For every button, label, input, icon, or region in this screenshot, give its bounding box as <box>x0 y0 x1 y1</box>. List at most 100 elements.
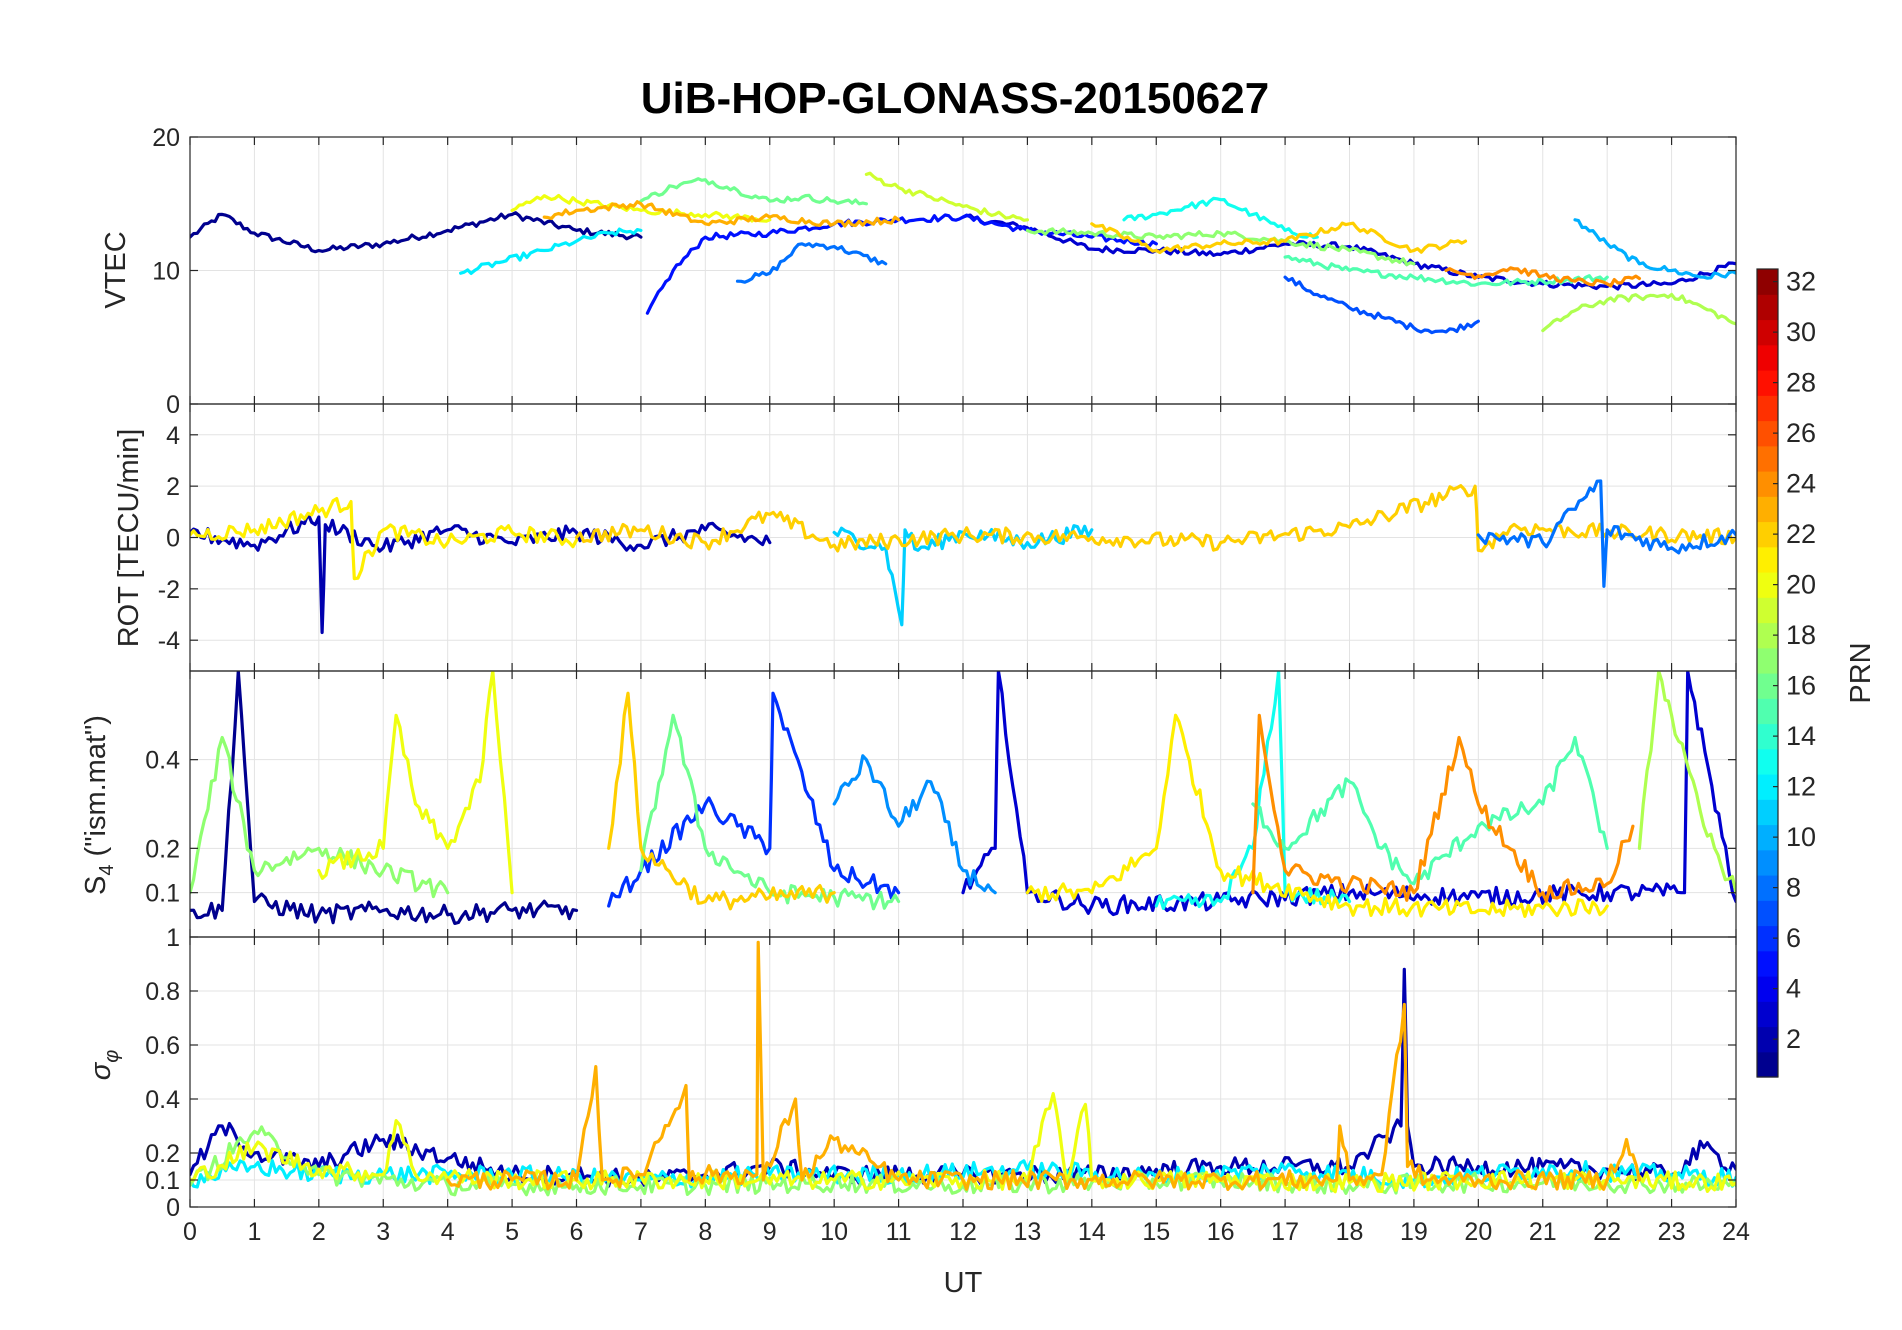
series-line-prn-13: PRN 13 <box>1122 196 1319 240</box>
x-tick-label: 3 <box>376 1218 390 1246</box>
colorbar-tick-label: 12 <box>1786 772 1816 802</box>
y-tick-label: 0.1 <box>145 1167 180 1195</box>
colorbar-tick-label: 8 <box>1786 873 1801 903</box>
colorbar-swatch <box>1757 1051 1778 1078</box>
series-line-prn-11: PRN 11 <box>832 524 1094 627</box>
series-line-prn-22: PRN 22 <box>607 691 836 911</box>
y-tick-label: 0 <box>166 1194 180 1222</box>
y-tick-label: -2 <box>158 576 180 604</box>
x-tick-label: 6 <box>570 1218 584 1246</box>
colorbar-tick-label: 28 <box>1786 368 1816 398</box>
x-tick-label: 20 <box>1464 1218 1492 1246</box>
colorbar-swatch <box>1757 471 1778 497</box>
x-tick-label: 23 <box>1658 1218 1686 1246</box>
series-line-prn-23: PRN 23 <box>446 940 1641 1191</box>
series-line-prn-5: PRN 5 <box>645 213 1158 315</box>
colorbar-tick-label: 30 <box>1786 317 1816 347</box>
colorbar-label: PRN <box>1845 642 1877 703</box>
series-line-prn-10: PRN 10 <box>1573 218 1736 280</box>
y-axis-label: S4 ("ism.mat")S4 ("ism.mat") <box>80 715 118 895</box>
colorbar-swatch <box>1757 496 1778 523</box>
colorbar-swatch <box>1757 799 1778 826</box>
colorbar-swatch <box>1757 319 1778 346</box>
colorbar-swatch <box>1757 723 1778 750</box>
y-tick-label: 0 <box>166 391 180 419</box>
colorbar-swatch <box>1757 622 1778 649</box>
colorbar-swatch <box>1757 597 1778 624</box>
x-tick-label: 17 <box>1271 1218 1299 1246</box>
colorbar-swatch <box>1757 344 1778 371</box>
x-tick-label: 0 <box>183 1218 197 1246</box>
colorbar-tick-label: 20 <box>1786 570 1816 600</box>
x-tick-label: 21 <box>1529 1218 1557 1246</box>
x-tick-label: 19 <box>1400 1218 1428 1246</box>
y-tick-label: 1 <box>166 924 180 952</box>
series-line-prn-8: PRN 8 <box>735 242 888 284</box>
colorbar-swatch <box>1757 925 1778 952</box>
colorbar-tick-label: 16 <box>1786 671 1816 701</box>
y-tick-label: 0.6 <box>145 1032 180 1060</box>
colorbar-swatch <box>1757 521 1778 548</box>
series-line-prn-9: PRN 9 <box>832 754 997 895</box>
colorbar-tick-label: 32 <box>1786 267 1816 297</box>
series-line-prn-3: PRN 3 <box>961 213 1736 291</box>
x-tick-label: 18 <box>1336 1218 1364 1246</box>
x-tick-label: 22 <box>1593 1218 1621 1246</box>
colorbar-swatch <box>1757 849 1778 876</box>
series-line-prn-3: PRN 3 <box>961 671 1736 917</box>
x-tick-label: 13 <box>1014 1218 1042 1246</box>
x-axis-label: UT <box>944 1267 983 1299</box>
y-axis-label: σφσφ <box>85 1050 123 1081</box>
colorbar-swatch <box>1757 572 1778 598</box>
x-tick-label: 11 <box>886 1218 912 1246</box>
y-tick-label: 0.1 <box>145 880 180 908</box>
series-line-prn-24: PRN 24 <box>1444 266 1641 288</box>
colorbar-tick-label: 2 <box>1786 1024 1801 1054</box>
series-line-prn-22: PRN 22 <box>1090 221 1468 255</box>
series-line-prn-2: PRN 2 <box>190 512 772 635</box>
y-tick-label: 0.2 <box>145 1140 180 1168</box>
colorbar-tick-label: 22 <box>1786 519 1816 549</box>
colorbar-swatch <box>1757 673 1778 699</box>
colorbar-tick-label: 26 <box>1786 418 1816 448</box>
rot-panel: PRN 2 PRN 11 PRN 21PRN 22PRN 8 -4 -2 0 2 4 ROT [… <box>113 403 1737 672</box>
x-tick-label: 4 <box>441 1218 455 1246</box>
chart-title: UiB-HOP-GLONASS-20150627 <box>641 74 1269 123</box>
x-tick-label: 2 <box>312 1218 326 1246</box>
series-group: PRN 2 PRN 11 PRN 21PRN 22PRN 8 <box>190 479 1736 635</box>
colorbar-tick-label: 14 <box>1786 721 1816 751</box>
colorbar-swatch <box>1757 1026 1778 1053</box>
y-tick-label: 10 <box>152 258 180 286</box>
series-line-prn-20: PRN 20 <box>510 193 772 223</box>
y-tick-label: 0.8 <box>145 978 180 1006</box>
x-tick-label: 16 <box>1207 1218 1235 1246</box>
y-tick-label: 0 <box>166 525 180 553</box>
series-line-prn-22: PRN 22 <box>574 484 1736 553</box>
y-axis-label: VTEC <box>100 231 132 308</box>
series-line-prn-21: PRN 21 <box>190 497 579 581</box>
colorbar-frame <box>1756 268 1779 1078</box>
colorbar-swatch <box>1757 900 1778 927</box>
colorbar-swatch <box>1757 546 1778 573</box>
y-tick-label: 0.4 <box>145 1086 180 1114</box>
x-tick-label: 14 <box>1078 1218 1106 1246</box>
y-tick-label: 0.2 <box>145 835 180 863</box>
colorbar-swatch <box>1757 269 1778 295</box>
y-tick-label: 4 <box>166 422 180 450</box>
series-line-prn-6: PRN 6 <box>607 691 901 908</box>
colorbar-swatch <box>1757 774 1778 800</box>
s4-panel: PRN 1PRN 3PRN 6PRN 9PRN 13PRN 15PRN 16PR… <box>80 670 1737 938</box>
y-tick-label: -4 <box>158 627 180 655</box>
series-line-prn-24: PRN 24 <box>1251 713 1635 903</box>
colorbar-swatch <box>1757 698 1778 725</box>
colorbar-tick-label: 4 <box>1786 974 1801 1004</box>
colorbar-swatch <box>1757 875 1778 901</box>
colorbar-swatch <box>1757 950 1778 977</box>
series-line-prn-16: PRN 16 <box>639 177 868 206</box>
colorbar-swatch <box>1757 445 1778 472</box>
x-tick-label: 5 <box>505 1218 519 1246</box>
series-line-prn-21: PRN 21 <box>1025 713 1609 918</box>
series-line-prn-17: PRN 17 <box>1025 227 1416 267</box>
